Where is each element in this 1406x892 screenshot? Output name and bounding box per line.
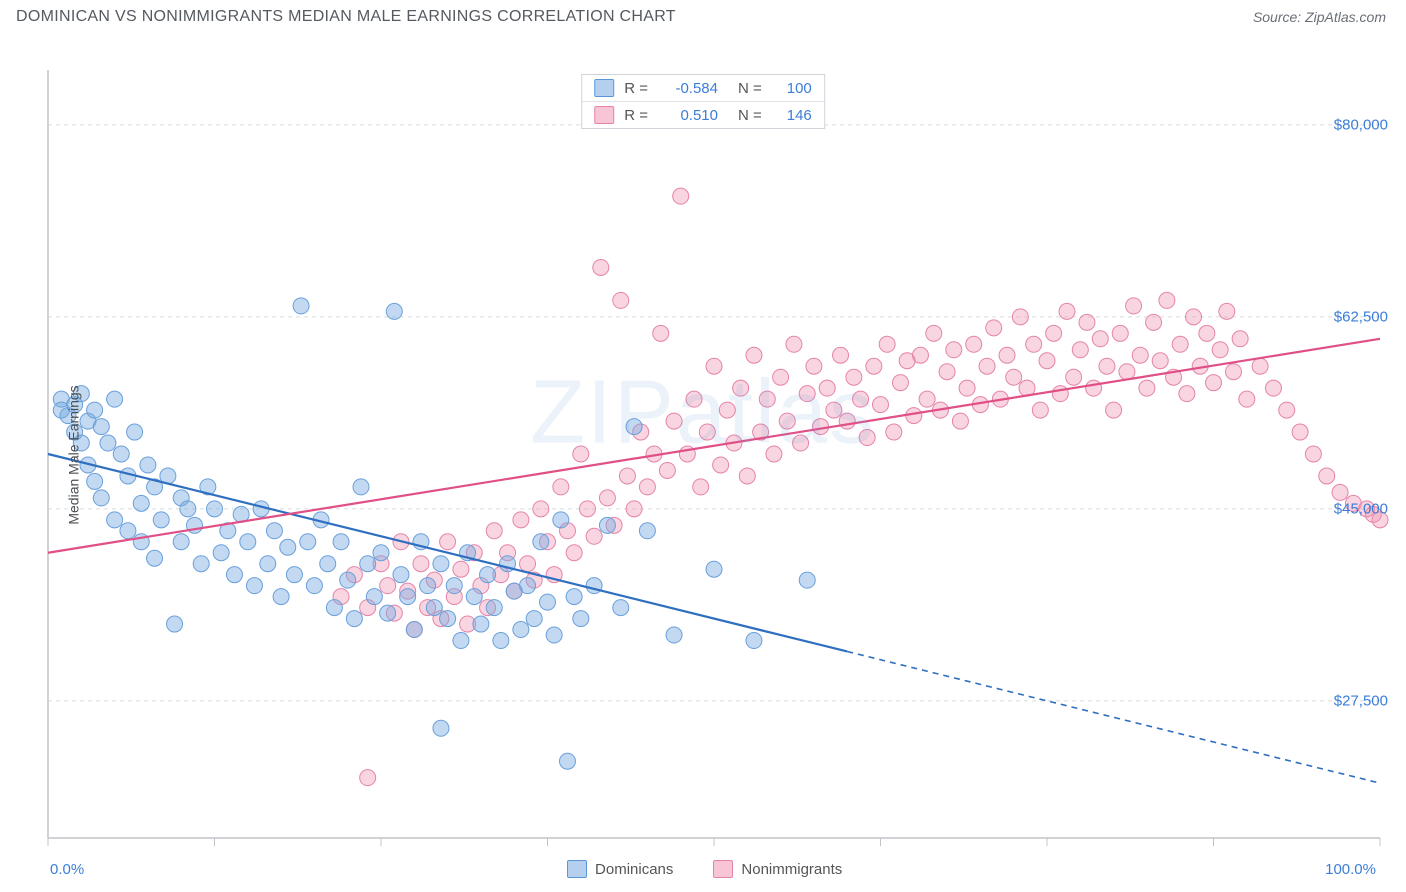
y-tick-label: $27,500	[1334, 692, 1388, 709]
y-axis-label: Median Male Earnings	[66, 385, 82, 524]
legend-label: Nonimmigrants	[741, 861, 842, 878]
legend-swatch-pink-icon	[713, 860, 733, 878]
legend-item-dominicans: Dominicans	[567, 860, 673, 878]
chart-title: DOMINICAN VS NONIMMIGRANTS MEDIAN MALE E…	[16, 8, 676, 26]
x-axis-max: 100.0%	[1325, 861, 1376, 878]
y-tick-label: $80,000	[1334, 116, 1388, 133]
correlation-stats-box: R = -0.584 N = 100 R = 0.510 N = 146	[581, 74, 825, 129]
legend-swatch-blue-icon	[567, 860, 587, 878]
y-tick-label: $62,500	[1334, 308, 1388, 325]
source-attribution: Source: ZipAtlas.com	[1253, 9, 1386, 25]
legend-label: Dominicans	[595, 861, 673, 878]
x-axis-min: 0.0%	[50, 861, 84, 878]
legend-item-nonimmigrants: Nonimmigrants	[713, 860, 842, 878]
bottom-legend-bar: 0.0% Dominicans Nonimmigrants 100.0%	[0, 860, 1406, 878]
y-tick-label: $45,000	[1334, 500, 1388, 517]
swatch-pink-icon	[594, 106, 614, 124]
chart-container: Median Male Earnings ZIPatlas R = -0.584…	[0, 30, 1406, 880]
chart-header: DOMINICAN VS NONIMMIGRANTS MEDIAN MALE E…	[0, 0, 1406, 30]
swatch-blue-icon	[594, 79, 614, 97]
stats-row-dominicans: R = -0.584 N = 100	[582, 75, 824, 101]
legend-center: Dominicans Nonimmigrants	[567, 860, 842, 878]
scatter-chart	[0, 30, 1406, 850]
stats-row-nonimmigrants: R = 0.510 N = 146	[582, 101, 824, 128]
